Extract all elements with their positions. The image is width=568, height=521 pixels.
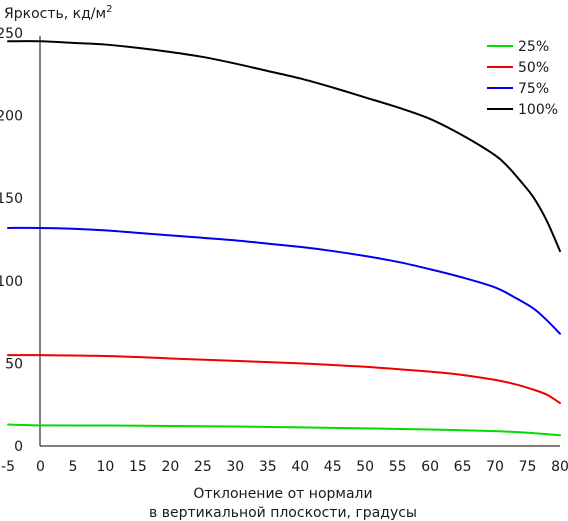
x-tick-label: -5	[1, 459, 15, 475]
legend-label: 50%	[518, 60, 549, 76]
y-tick-labels: 0 50 100 150 200 250	[0, 26, 23, 455]
x-tick-label: 50	[356, 459, 374, 475]
x-tick-label: 70	[486, 459, 504, 475]
y-axis-title: Яркость, кд/м2	[4, 4, 112, 22]
x-tick-label: 35	[259, 459, 277, 475]
y-tick-label: 150	[0, 191, 23, 207]
legend-label: 25%	[518, 39, 549, 55]
y-tick-label: 100	[0, 274, 23, 290]
x-tick-label: 60	[421, 459, 439, 475]
x-tick-label: 80	[551, 459, 568, 475]
x-axis-title-line2: в вертикальной плоскости, градусы	[149, 505, 417, 521]
x-tick-label: 10	[96, 459, 114, 475]
series-line-75pct	[7, 226, 561, 335]
x-tick-label: 15	[129, 459, 147, 475]
x-tick-label: 45	[324, 459, 342, 475]
y-tick-label: 0	[14, 439, 23, 455]
series-line-100pct	[7, 40, 561, 253]
x-tick-label: 0	[36, 459, 45, 475]
axes	[39, 36, 560, 447]
legend-label: 100%	[518, 102, 558, 118]
x-tick-label: 20	[161, 459, 179, 475]
x-axis-title-line1: Отклонение от нормали	[193, 486, 372, 502]
x-tick-label: 55	[389, 459, 407, 475]
y-tick-label: 250	[0, 26, 23, 42]
y-tick-label: 50	[5, 356, 23, 372]
series-line-25pct	[7, 423, 561, 437]
y-tick-label: 200	[0, 109, 23, 125]
x-tick-label: 25	[194, 459, 212, 475]
x-tick-label: 65	[454, 459, 472, 475]
legend-label: 75%	[518, 81, 549, 97]
x-tick-label: 30	[226, 459, 244, 475]
series-lines	[7, 40, 561, 437]
x-tick-labels: -5 0 5 10 15 20 25 30 35 40 45 50 55 60 65 70 75 80	[1, 459, 568, 475]
x-tick-label: 40	[291, 459, 309, 475]
legend: 25% 50% 75% 100%	[487, 39, 558, 118]
x-tick-label: 75	[519, 459, 537, 475]
x-tick-label: 5	[68, 459, 77, 475]
series-line-50pct	[7, 354, 561, 405]
